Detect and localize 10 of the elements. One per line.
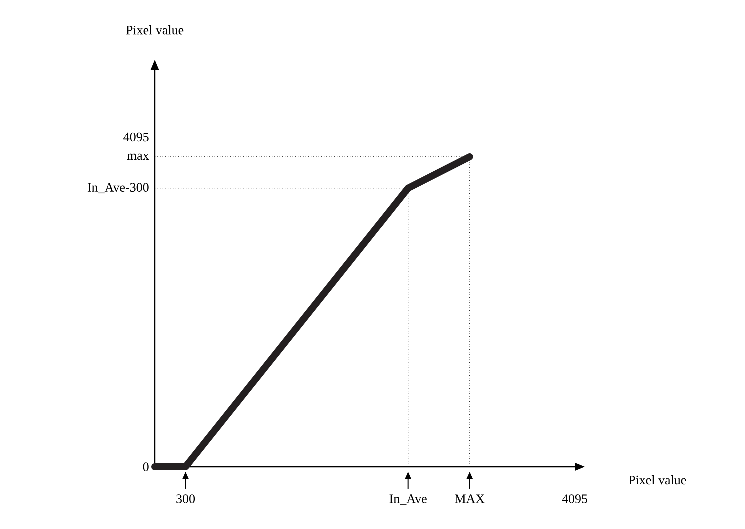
y-tick-label: 0: [143, 462, 149, 472]
x-axis-title: Pixel value: [628, 476, 686, 485]
y-tick-label: In_Ave-300: [88, 183, 149, 194]
y-tick-label: max: [127, 154, 150, 160]
x-tick-label: In_Ave: [390, 494, 427, 505]
y-axis-title: Pixel value: [126, 26, 184, 35]
y-tick-label: 4095: [124, 132, 149, 142]
x-tick-label: 4095: [562, 494, 588, 504]
x-tick-label: 300: [176, 494, 196, 504]
x-tick-label: MAX: [455, 494, 485, 504]
